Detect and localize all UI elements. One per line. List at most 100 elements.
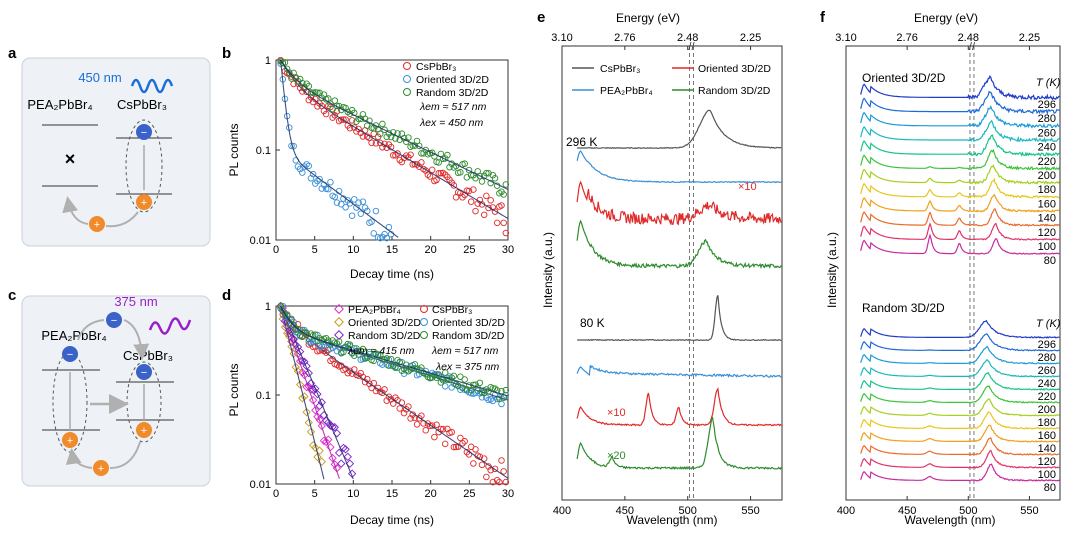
panel-label-c: c [8,287,16,304]
data-point [472,381,479,388]
data-point [301,83,308,91]
plot-d: 0 5 10 15 20 25 30 1 0.1 0.01 [250,301,515,500]
data-point [315,415,324,424]
data-point [461,160,468,167]
data-point [441,440,449,448]
spectrum-line [576,387,782,427]
data-point [441,369,449,376]
data-point [450,182,458,189]
data-point [491,208,499,215]
temperature-tick-label: 80 [1044,255,1056,267]
data-point [368,139,375,147]
data-point [346,110,354,117]
data-point [413,421,421,428]
data-point [437,169,445,177]
data-point [305,82,313,90]
legend-label: CsPbBr₃ [600,63,640,75]
spectrum-line [860,177,1060,199]
hole-transfer-arrow [62,196,89,225]
legend-marker-cspbbr3 [403,62,411,70]
data-point [370,230,377,237]
data-point [476,172,484,180]
material-left-a: PEA₂PbBr₄ [27,97,92,112]
x-tick-label: 5 [312,244,318,256]
data-point [359,133,367,140]
temperature-tick-label: 240 [1038,378,1056,390]
data-point [448,374,455,381]
data-point [441,171,449,178]
spectrum-line [860,449,1060,469]
y-axis-label-b: PL counts [227,124,241,177]
y-axis-label-e: Intensity (a.u.) [541,232,555,308]
data-point [288,75,295,82]
spectrum-line [860,104,1060,129]
multiplier-label: ×10 [607,407,626,419]
data-point [379,120,386,128]
spectrum-line [860,385,1060,404]
panel-f: f Energy (eV) Intensity (a.u.) Wavelengt… [820,9,1061,527]
data-point [457,434,464,442]
legend-label: PEA₂PbBr₄ [348,304,401,316]
data-point [500,468,507,475]
data-point [463,386,471,393]
top-tick-label: 2.25 [1019,32,1040,44]
data-point [415,366,423,373]
data-point [394,150,401,157]
temperature-tick-label: 296 [1038,99,1056,111]
data-point [383,234,390,242]
data-point [483,169,490,177]
data-point [290,80,297,88]
legend-marker-oriented [403,75,411,83]
data-point [478,178,486,185]
multiplier-label: ×10 [738,181,757,193]
x-tick-label: 0 [273,244,279,256]
data-point [407,151,414,159]
material-right-c: CsPbBr₃ [123,348,173,363]
data-point [457,169,464,176]
excitation-label-a: 450 nm [78,70,121,85]
top-axis-title-e: Energy (eV) [616,11,680,25]
hole-icon [93,460,109,476]
data-point [338,200,345,208]
plot-e: 400 450 500 550 3.10 2.76 2.48 2.25 // [551,32,783,517]
data-point [392,363,399,371]
data-point [313,389,322,399]
diagram-box-a [21,57,211,247]
temperature-tick-label: 120 [1038,456,1056,468]
temperature-tick-label: 140 [1038,213,1056,225]
data-point [351,366,358,373]
data-point [459,384,466,392]
x-tick-label: 450 [898,505,916,517]
y-axis-label-f: Intensity (a.u.) [825,232,839,308]
spectrum-line [860,222,1060,241]
temperature-tick-label: 260 [1038,127,1056,139]
data-point [441,155,449,162]
temperature-tick-label: 280 [1038,352,1056,364]
data-point [491,385,499,392]
x-tick-label: 30 [502,244,514,256]
legend-d: PEA₂PbBr₄ Oriented 3D/2D Random 3D/2D λe… [334,304,505,373]
data-point [330,423,339,432]
data-point [379,389,386,397]
data-point [283,65,291,73]
legend-b: CsPbBr₃ Oriented 3D/2D Random 3D/2D λem … [403,61,489,129]
temperature-label-80: 80 K [580,316,605,330]
data-point [405,134,412,141]
data-point [327,103,334,111]
data-point [314,177,321,185]
data-point [302,408,311,417]
data-point [383,133,390,141]
data-point [450,372,458,380]
data-point [491,175,499,182]
legend-label: PEA₂PbBr₄ [600,85,653,97]
annotation-excitation: λex = 450 nm [419,117,483,129]
hole-sign: + [94,219,100,231]
data-point [407,415,414,422]
data-point [337,459,346,468]
data-point [498,457,505,464]
panel-label-f: f [820,9,826,26]
x-tick-label: 15 [386,244,398,256]
data-point [489,478,497,486]
data-point [431,433,438,441]
